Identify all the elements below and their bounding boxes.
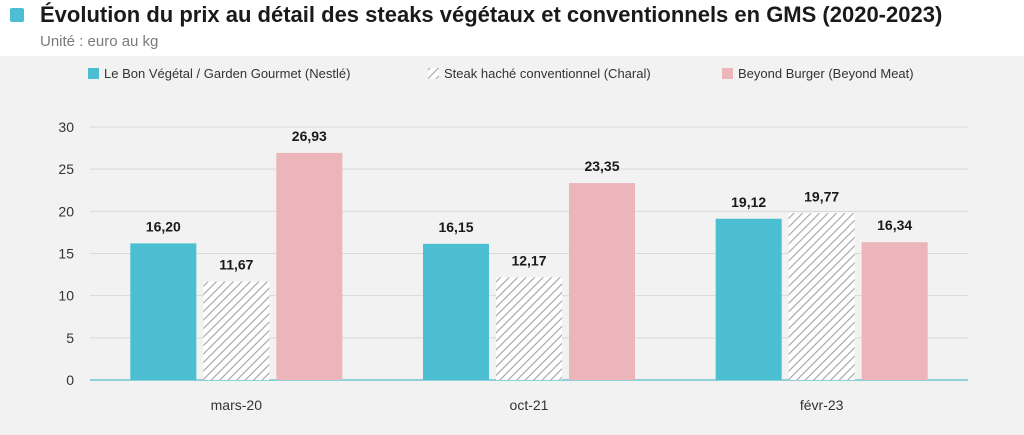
y-tick-label: 10	[58, 288, 74, 304]
y-tick-label: 25	[58, 161, 74, 177]
legend-swatch	[88, 68, 99, 79]
chart-subtitle: Unité : euro au kg	[40, 33, 159, 50]
chart-header: Évolution du prix au détail des steaks v…	[0, 0, 1024, 56]
bar	[276, 152, 343, 380]
y-tick-label: 20	[58, 203, 74, 219]
legend-swatch	[722, 68, 733, 79]
data-label: 16,15	[438, 219, 473, 235]
bar	[569, 183, 635, 380]
data-label: 11,67	[219, 257, 253, 273]
x-tick-label: mars-20	[211, 397, 263, 413]
legend-label: Le Bon Végétal / Garden Gourmet (Nestlé)	[104, 66, 350, 81]
y-tick-label: 30	[58, 119, 74, 135]
data-label: 19,77	[804, 188, 839, 204]
data-label: 16,20	[146, 218, 181, 234]
bar	[715, 218, 782, 380]
data-label: 23,35	[584, 158, 619, 174]
y-tick-label: 15	[58, 246, 74, 262]
legend-swatch	[428, 68, 439, 79]
data-label: 16,34	[877, 217, 912, 233]
bar	[788, 213, 855, 380]
bar	[861, 242, 928, 380]
bar	[423, 243, 489, 380]
legend-label: Beyond Burger (Beyond Meat)	[738, 66, 914, 81]
y-tick-label: 0	[66, 372, 74, 388]
legend-label: Steak haché conventionnel (Charal)	[444, 66, 651, 81]
x-tick-label: oct-21	[510, 397, 549, 413]
title-marker	[10, 8, 24, 22]
y-tick-label: 5	[66, 330, 74, 346]
bar	[130, 243, 197, 380]
x-tick-label: févr-23	[800, 397, 844, 413]
bar	[203, 281, 270, 380]
data-label: 19,12	[731, 194, 766, 210]
bar-chart: 0 5 10 15 20 25 30 Le Bon Végétal / Garden Gou…	[58, 66, 968, 413]
data-label: 12,17	[511, 252, 546, 268]
data-label: 26,93	[292, 128, 327, 144]
chart-title: Évolution du prix au détail des steaks v…	[40, 2, 943, 27]
chart-panel: 0 5 10 15 20 25 30 Le Bon Végétal / Garden Gou…	[0, 56, 1024, 435]
bar	[496, 277, 562, 380]
